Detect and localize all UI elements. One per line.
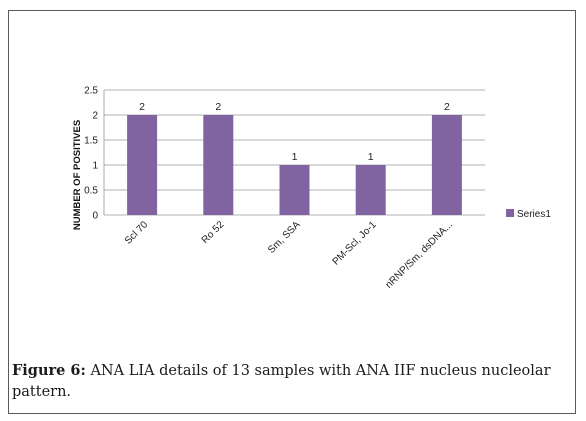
data-labels: 2 2 1 1 2 — [139, 101, 450, 163]
data-label: 1 — [368, 151, 374, 163]
x-tick-labels: Scl 70 Ro 52 Sm, SSA PM-Scl, Jo-1 nRNP/Sm, d… — [123, 219, 455, 291]
bar — [431, 115, 462, 215]
legend-swatch — [506, 209, 514, 217]
y-axis-label: NUMBER OF POSITIVES — [72, 120, 83, 230]
figure-caption: Figure 6: ANA LIA details of 13 samples … — [12, 360, 572, 403]
bar — [279, 165, 310, 215]
data-label: 2 — [139, 101, 145, 113]
data-label: 2 — [444, 101, 450, 113]
caption-label: Figure 6: — [12, 362, 86, 379]
bars — [127, 115, 462, 215]
x-tick-label: Scl 70 — [123, 219, 151, 247]
bar — [203, 115, 234, 215]
y-tick-label: 0 — [92, 211, 98, 222]
y-tick-label: 2 — [92, 111, 98, 122]
y-tick-label: 0.5 — [84, 186, 98, 197]
legend-label: Series1 — [517, 209, 551, 220]
x-tick-label: nRNP/Sm, dsDNA... — [384, 219, 455, 290]
x-tick-label: Sm, SSA — [266, 219, 303, 256]
y-tick-label: 1 — [92, 161, 98, 172]
legend: Series1 — [506, 209, 551, 220]
x-tick-label: PM-Scl, Jo-1 — [331, 219, 380, 268]
data-label: 2 — [215, 101, 221, 113]
data-label: 1 — [292, 151, 298, 163]
y-tick-labels: 0 0.5 1 1.5 2 2.5 — [84, 86, 98, 222]
bar — [127, 115, 158, 215]
x-tick-label: Ro 52 — [200, 219, 227, 246]
caption-text: ANA LIA details of 13 samples with ANA I… — [12, 363, 551, 400]
y-tick-label: 1.5 — [84, 136, 98, 147]
bar — [355, 165, 386, 215]
gridlines — [103, 89, 485, 216]
y-tick-label: 2.5 — [84, 86, 98, 97]
